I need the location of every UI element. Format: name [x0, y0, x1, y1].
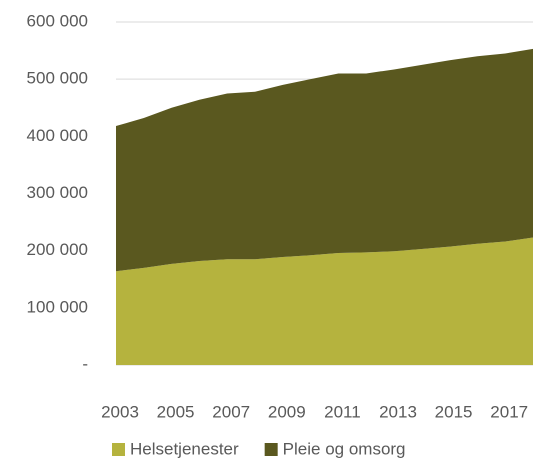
x-tick-label: 2013: [379, 402, 417, 421]
y-tick-label: 300 000: [27, 183, 88, 202]
legend-swatch: [112, 443, 125, 456]
legend-swatch: [264, 443, 278, 456]
x-tick-label: 2003: [101, 402, 139, 421]
y-tick-label: 100 000: [27, 297, 88, 316]
y-tick-label: 500 000: [27, 69, 88, 88]
x-tick-label: 2017: [490, 402, 528, 421]
y-tick-label: -: [82, 354, 88, 373]
x-tick-label: 2005: [157, 402, 195, 421]
area: [116, 48, 533, 272]
y-tick-label: 200 000: [27, 240, 88, 259]
y-tick-label: 600 000: [27, 11, 88, 30]
x-tick-label: 2015: [435, 402, 473, 421]
x-tick-label: 2009: [268, 402, 306, 421]
legend-label: Helsetjenester: [130, 439, 239, 458]
area: [116, 237, 533, 365]
x-tick-label: 2011: [324, 402, 361, 421]
legend-label: Pleie og omsorg: [283, 439, 406, 458]
y-tick-label: 400 000: [27, 126, 88, 145]
x-tick-label: 2007: [212, 402, 250, 421]
